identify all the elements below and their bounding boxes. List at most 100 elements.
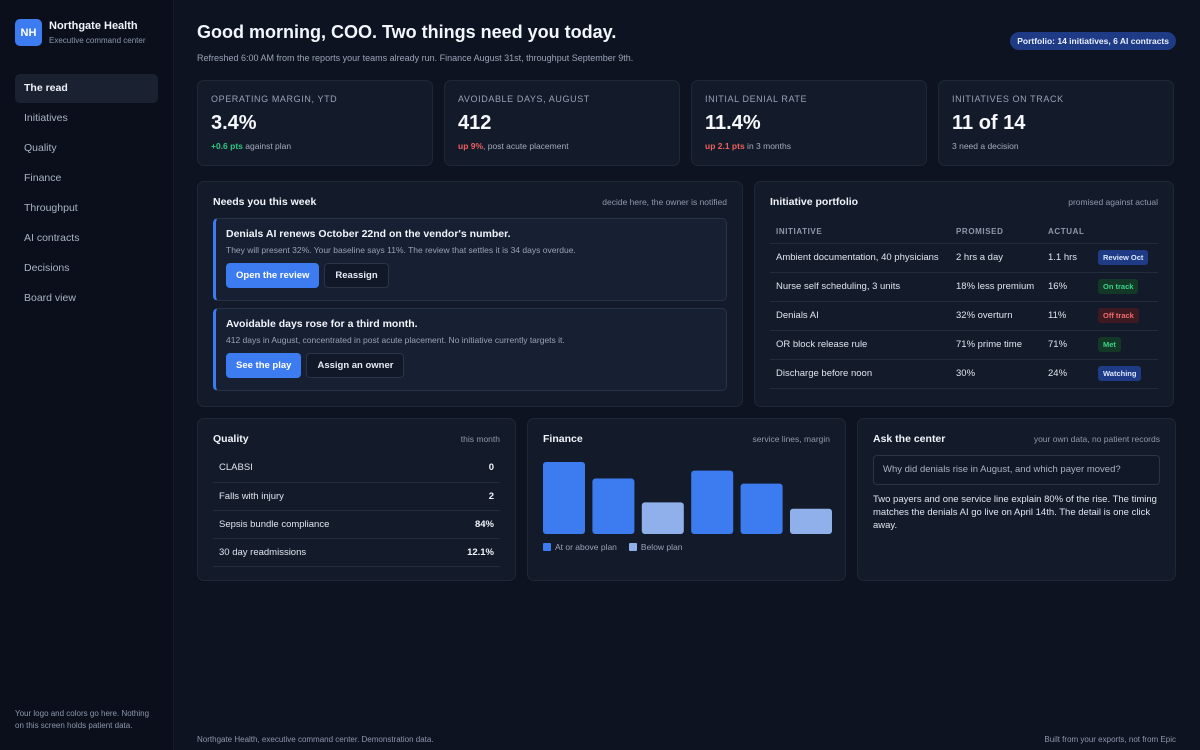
nav-item-quality[interactable]: Quality (24, 142, 57, 154)
kpi-denial-rate[interactable]: INITIAL DENIAL RATE 11.4% up 2.1 pts in … (691, 80, 927, 166)
status-badge: Review Oct (1098, 250, 1149, 265)
needs-card: Needs you this week decide here, the own… (197, 181, 743, 407)
initiative-cell: Nurse self scheduling, 3 units (770, 272, 950, 302)
page-header: Good morning, COO. Two things need you t… (197, 22, 1176, 63)
kpi-delta: up 9% (458, 141, 484, 151)
status-badge: Off track (1098, 308, 1139, 323)
status-cell: Watching (1092, 359, 1158, 389)
table-row[interactable]: Denials AI 32% overturn 11% Off track (770, 301, 1158, 331)
kpi-label: OPERATING MARGIN, YTD (211, 94, 338, 104)
nav-item-finance[interactable]: Finance (24, 172, 62, 184)
portfolio-card: Initiative portfolio promised against ac… (754, 181, 1174, 407)
metric-value: 84% (430, 510, 500, 539)
brand: NH Northgate Health Executive command ce… (15, 19, 158, 46)
metric-label: CLABSI (213, 454, 431, 483)
page-title: Good morning, COO. Two things need you t… (197, 22, 617, 42)
finance-bar (543, 462, 585, 534)
ask-hint: your own data, no patient records (1033, 434, 1160, 444)
kpi-delta: +0.6 pts (211, 141, 243, 151)
kpi-label: INITIAL DENIAL RATE (705, 94, 808, 104)
table-row: Sepsis bundle compliance 84% (213, 510, 500, 539)
legend-label-above: At or above plan (555, 542, 617, 552)
chart-legend: At or above plan Below plan (543, 542, 830, 552)
brand-subtitle: Executive command center (49, 36, 146, 45)
nav-item-board-view[interactable]: Board view (24, 292, 76, 304)
kpi-initiatives-on-track[interactable]: INITIATIVES ON TRACK 11 of 14 3 need a d… (938, 80, 1174, 166)
finance-bar (790, 508, 832, 534)
status-cell: Review Oct (1092, 243, 1158, 273)
promised-cell: 30% (950, 359, 1042, 389)
sidebar-footer-note: Your logo and colors go here. Nothing on… (15, 709, 150, 730)
metric-value: 12.1% (430, 538, 500, 567)
footer-left: Northgate Health, executive command cent… (197, 735, 434, 744)
assign-owner-button[interactable]: Assign an owner (306, 353, 405, 378)
ask-input[interactable]: Why did denials rise in August, and whic… (873, 455, 1160, 485)
metric-value: 2 (430, 482, 500, 511)
portfolio-pill[interactable]: Portfolio: 14 initiatives, 6 AI contract… (1010, 32, 1176, 50)
ask-header: Ask the center your own data, no patient… (873, 433, 1160, 445)
kpi-note: up 2.1 pts in 3 months (705, 141, 913, 151)
action-desc: They will present 32%. Your baseline say… (226, 245, 576, 255)
footer-right: Built from your exports, not from Epic (1044, 735, 1176, 744)
legend-item-above: At or above plan (543, 542, 617, 552)
column-header (1092, 221, 1158, 244)
actual-cell: 11% (1042, 301, 1092, 331)
status-badge: On track (1098, 279, 1139, 294)
nav-item-the-read[interactable]: The read (15, 74, 158, 103)
kpi-note-text: , post acute placement (483, 141, 569, 151)
portfolio-table: INITIATIVE PROMISED ACTUAL Ambient docum… (770, 221, 1158, 389)
column-header: INITIATIVE (770, 221, 950, 244)
table-row: Falls with injury 2 (213, 482, 500, 511)
middle-row: Needs you this week decide here, the own… (197, 181, 1176, 407)
kpi-operating-margin[interactable]: OPERATING MARGIN, YTD 3.4% +0.6 pts agai… (197, 80, 433, 166)
nav-item-decisions[interactable]: Decisions (24, 262, 70, 274)
quality-title: Quality (213, 433, 249, 445)
table-row[interactable]: Discharge before noon 30% 24% Watching (770, 359, 1158, 389)
table-row: 30 day readmissions 12.1% (213, 538, 500, 567)
table-row[interactable]: OR block release rule 71% prime time 71%… (770, 330, 1158, 360)
reassign-button[interactable]: Reassign (324, 263, 389, 288)
kpi-note-text: in 3 months (744, 141, 791, 151)
kpi-avoidable-days[interactable]: AVOIDABLE DAYS, AUGUST 412 up 9%, post a… (444, 80, 680, 166)
needs-hint: decide here, the owner is notified (602, 197, 727, 207)
ask-answer: Two payers and one service line explain … (873, 494, 1157, 531)
kpi-note: 3 need a decision (952, 141, 1160, 151)
status-cell: Met (1092, 330, 1158, 360)
promised-cell: 18% less premium (950, 272, 1042, 302)
actual-cell: 71% (1042, 330, 1092, 360)
kpi-value: 412 (458, 112, 492, 134)
nav-item-throughput[interactable]: Throughput (24, 202, 78, 214)
kpi-note-text: against plan (242, 141, 292, 151)
initiative-cell: OR block release rule (770, 330, 950, 360)
actual-cell: 24% (1042, 359, 1092, 389)
metric-value: 0 (430, 454, 500, 483)
finance-bar (740, 483, 783, 534)
metric-label: Sepsis bundle compliance (213, 510, 431, 539)
kpi-row: OPERATING MARGIN, YTD 3.4% +0.6 pts agai… (197, 80, 1176, 166)
action-item: Avoidable days rose for a third month. 4… (213, 308, 727, 391)
nav-item-initiatives[interactable]: Initiatives (24, 112, 68, 124)
actual-cell: 16% (1042, 272, 1092, 302)
status-badge: Watching (1098, 366, 1142, 381)
finance-header: Finance service lines, margin (543, 433, 830, 445)
open-review-button[interactable]: Open the review (226, 263, 320, 288)
kpi-value: 3.4% (211, 112, 257, 134)
actual-cell: 1.1 hrs (1042, 243, 1092, 273)
initiative-cell: Discharge before noon (770, 359, 950, 389)
needs-title: Needs you this week (213, 196, 317, 208)
bottom-row: Quality this month CLABSI 0 Falls with i… (197, 418, 1176, 581)
action-title: Avoidable days rose for a third month. (226, 318, 418, 330)
nav-item-ai-contracts[interactable]: AI contracts (24, 232, 80, 244)
table-row[interactable]: Ambient documentation, 40 physicians 2 h… (770, 243, 1158, 273)
legend-item-below: Below plan (628, 542, 683, 552)
see-play-button[interactable]: See the play (226, 353, 302, 378)
quality-hint: this month (460, 434, 500, 444)
header-text: Good morning, COO. Two things need you t… (197, 22, 633, 63)
ask-card: Ask the center your own data, no patient… (857, 418, 1176, 581)
kpi-note: up 9%, post acute placement (458, 141, 666, 151)
finance-title: Finance (543, 433, 583, 445)
table-row[interactable]: Nurse self scheduling, 3 units 18% less … (770, 272, 1158, 302)
brand-logo: NH (15, 19, 42, 46)
initiative-cell: Ambient documentation, 40 physicians (770, 243, 950, 273)
